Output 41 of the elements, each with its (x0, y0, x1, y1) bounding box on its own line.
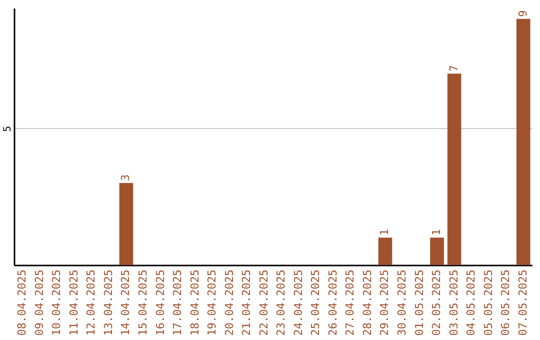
x-tick-label: 29.04.2025 (378, 270, 392, 336)
x-tick-label: 18.04.2025 (188, 270, 202, 336)
x-tick-label: 17.04.2025 (171, 270, 184, 336)
x-tick-label: 20.04.2025 (222, 270, 236, 336)
x-tick-label: 22.04.2025 (257, 270, 270, 336)
y-tick-label: 5 (2, 126, 14, 132)
x-tick-label: 03.05.2025 (447, 270, 460, 336)
data-label: 1 (378, 229, 392, 236)
bar (516, 18, 530, 265)
x-tick-label: 24.04.2025 (292, 270, 305, 336)
x-tick-label: 01.05.2025 (412, 270, 426, 336)
x-tick-label: 13.04.2025 (102, 270, 115, 336)
x-tick-label: 11.04.2025 (67, 270, 80, 336)
x-tick-label: 23.04.2025 (274, 270, 288, 336)
x-tick-label: 25.04.2025 (309, 270, 322, 336)
x-tick-label: 08.04.2025 (16, 270, 29, 336)
bar (447, 74, 462, 265)
data-label: 9 (516, 10, 530, 17)
x-tick-label: 21.04.2025 (240, 270, 254, 336)
x-tick-label: 26.04.2025 (326, 270, 340, 336)
x-tick-label: 07.05.2025 (516, 270, 530, 336)
x-tick-label: 16.04.2025 (154, 270, 167, 336)
bar (430, 238, 444, 265)
data-label: 7 (447, 64, 460, 72)
x-tick-label: 12.04.2025 (84, 270, 98, 336)
x-tick-label: 09.04.2025 (32, 270, 46, 336)
x-tick-label: 02.05.2025 (430, 270, 444, 336)
data-label: 3 (119, 174, 132, 181)
x-tick-label: 04.05.2025 (464, 270, 478, 336)
x-tick-label: 19.04.2025 (206, 270, 219, 336)
x-tick-label: 05.05.2025 (482, 270, 495, 336)
x-tick-label: 27.04.2025 (344, 270, 357, 336)
x-tick-label: 10.04.2025 (50, 270, 64, 336)
x-tick-label: 15.04.2025 (136, 270, 150, 336)
x-tick-label: 28.04.2025 (360, 270, 374, 336)
data-label: 1 (430, 229, 444, 236)
x-tick-label: 30.04.2025 (396, 270, 408, 336)
x-tick-label: 14.04.2025 (119, 270, 132, 336)
bar (378, 238, 392, 265)
x-tick-label: 06.05.2025 (499, 270, 512, 336)
bar (119, 182, 134, 265)
